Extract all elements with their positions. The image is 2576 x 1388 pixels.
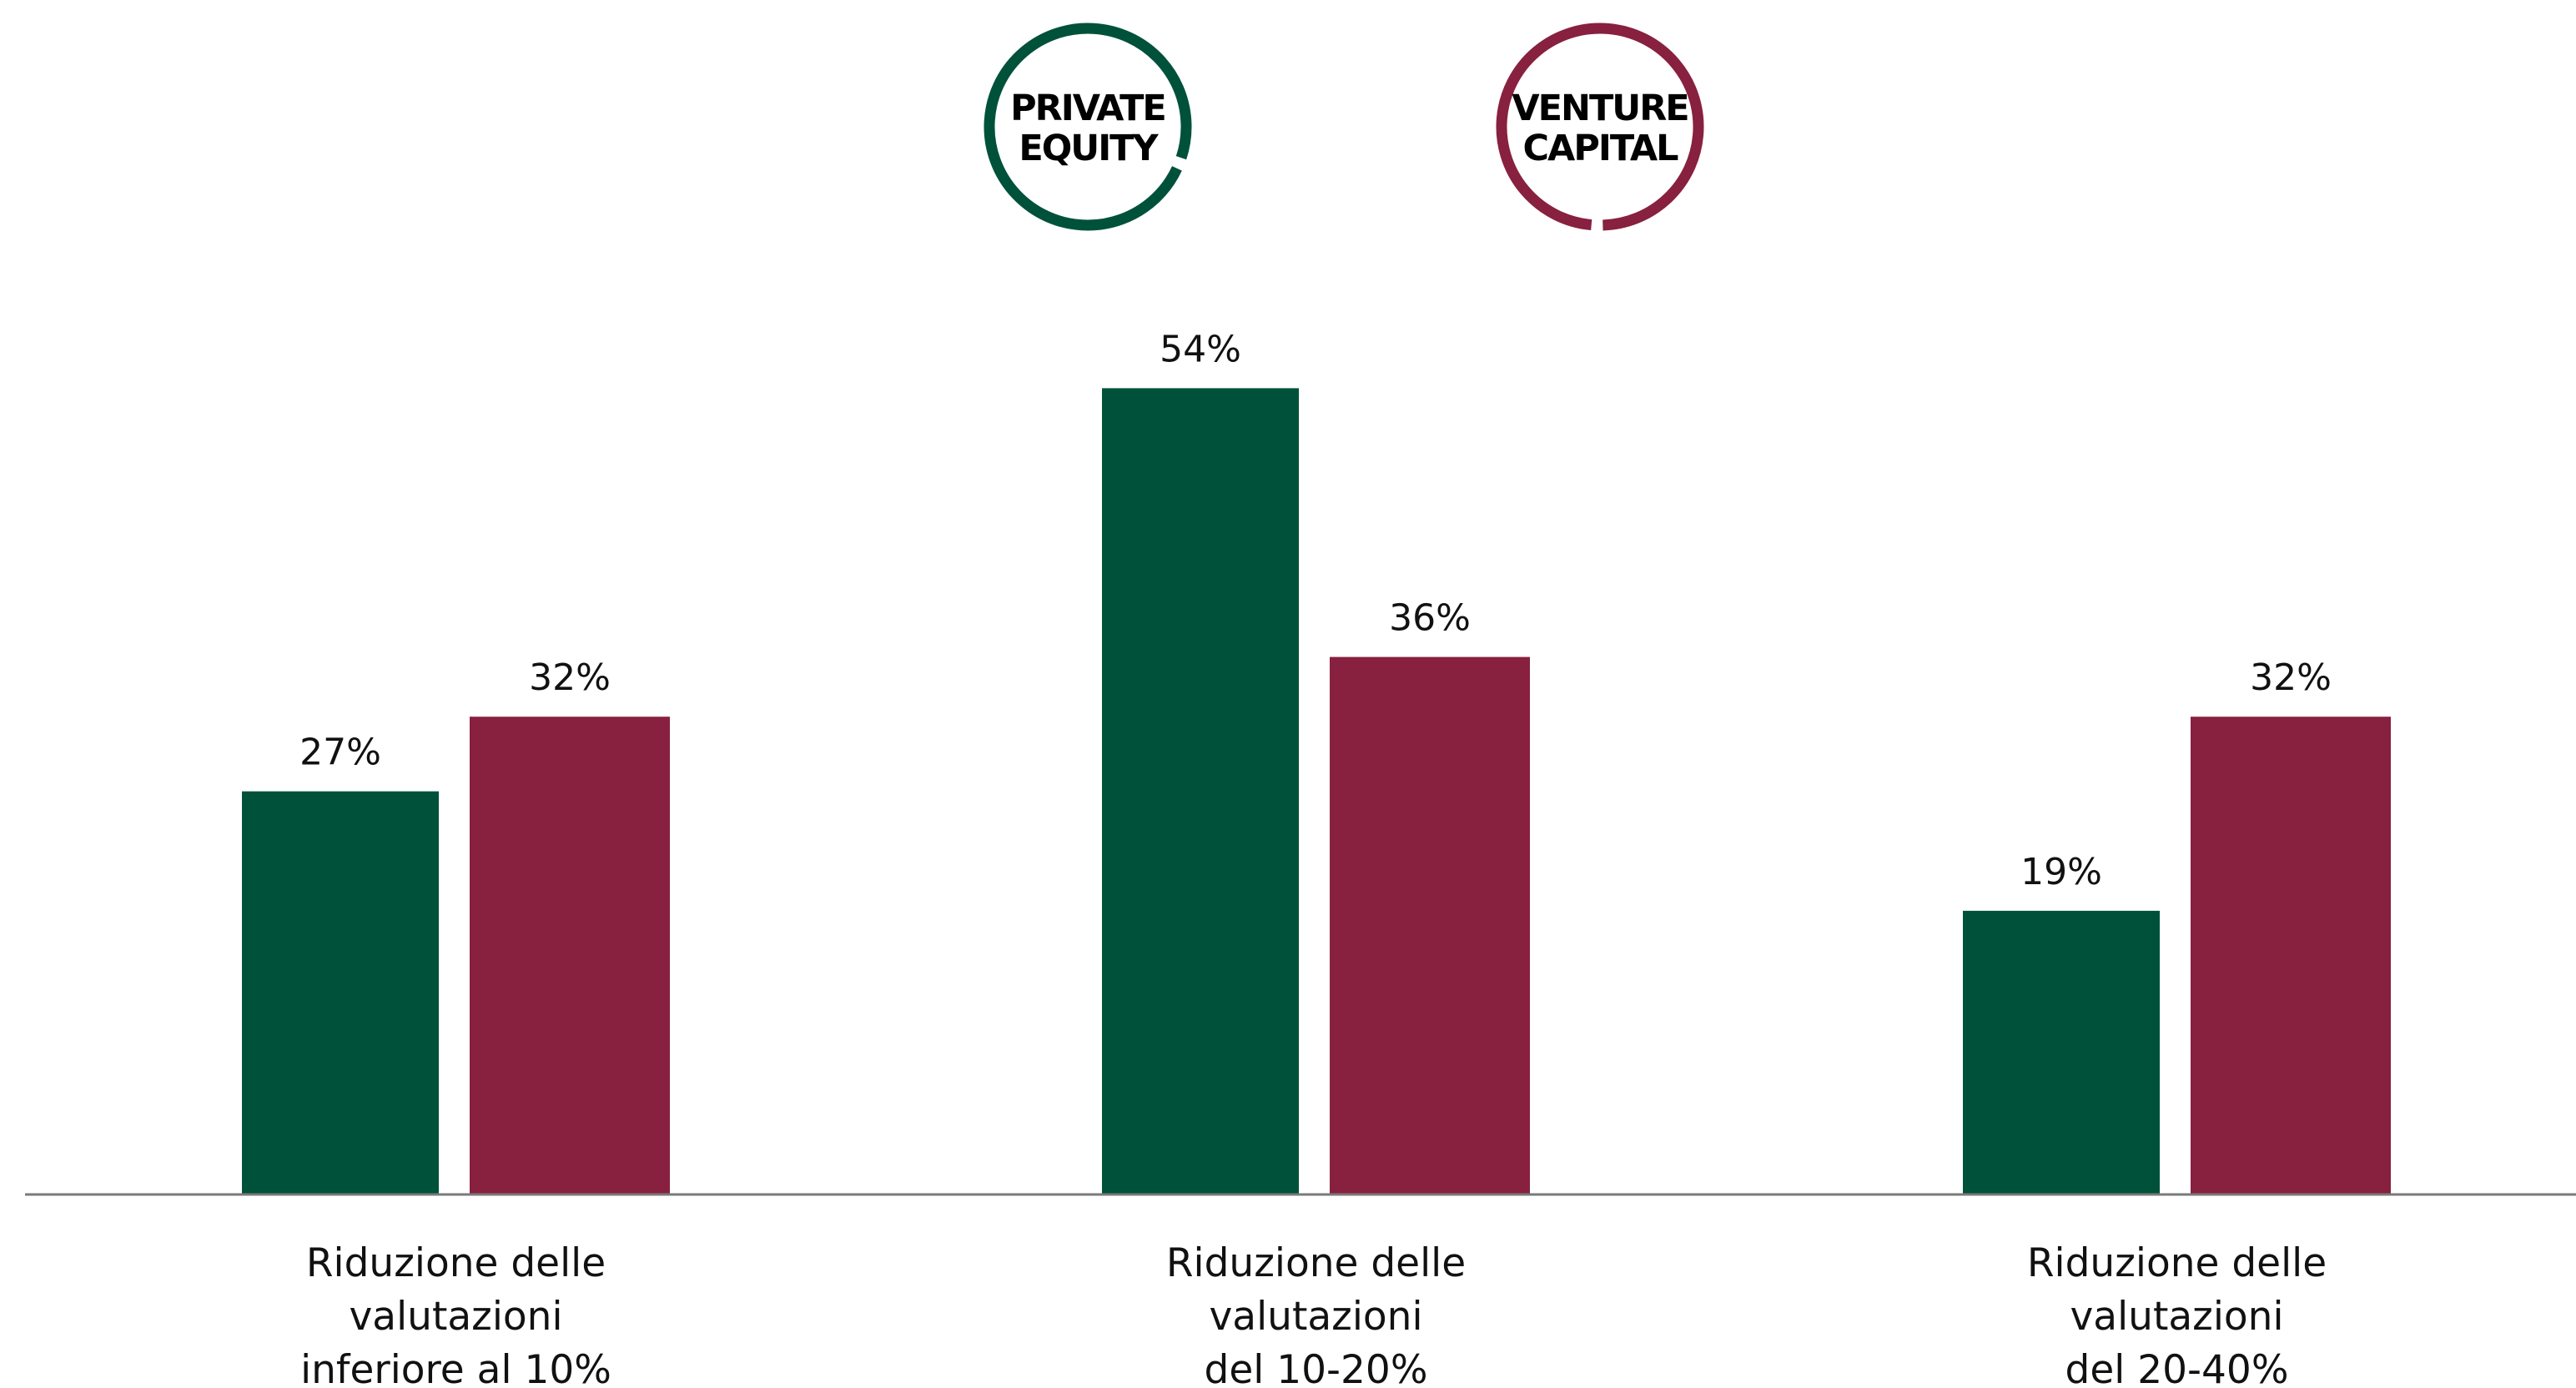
category-label-1-line-1: Riduzione delle — [306, 1240, 606, 1286]
data-label-series2-cat3: 32% — [2250, 656, 2332, 699]
bar-series2-cat2 — [1330, 656, 1530, 1194]
legend-ring-series2 — [1496, 23, 1704, 231]
legend-label-series1-line-2: EQUITY — [1019, 128, 1159, 169]
category-label-2-line-2: valutazioni — [1209, 1294, 1422, 1340]
value-labels-group: 27% 54% 19% 32% 36% 32% — [299, 328, 2332, 893]
bar-series1-cat1 — [242, 791, 439, 1194]
data-label-series2-cat1: 32% — [529, 656, 611, 699]
bars-group — [242, 388, 2391, 1194]
bar-series1-cat3 — [1963, 910, 2160, 1194]
legend-label-series2-line-1: VENTURE — [1512, 88, 1688, 129]
data-label-series1-cat1: 27% — [299, 732, 381, 774]
category-label-1: Riduzione delle valutazioni inferiore al 1… — [300, 1240, 611, 1388]
legend-ring-series1 — [984, 23, 1192, 231]
category-label-2: Riduzione delle valutazioni del 10-20% — [1166, 1240, 1466, 1388]
data-label-series1-cat2: 54% — [1160, 328, 1241, 370]
category-label-3-line-1: Riduzione delle — [2027, 1240, 2327, 1286]
category-label-2-line-3: del 10-20% — [1205, 1347, 1428, 1388]
data-label-series2-cat2: 36% — [1389, 597, 1471, 640]
bar-series2-cat1 — [470, 717, 670, 1194]
category-label-2-line-1: Riduzione delle — [1166, 1240, 1466, 1286]
legend-label-series2-line-2: CAPITAL — [1522, 128, 1678, 169]
category-label-3: Riduzione delle valutazioni del 20-40% — [2027, 1240, 2327, 1388]
bar-series2-cat3 — [2191, 717, 2391, 1194]
bar-series1-cat2 — [1102, 388, 1299, 1194]
legend-label-series1-line-1: PRIVATE — [1010, 88, 1165, 129]
category-label-3-line-3: del 20-40% — [2065, 1347, 2289, 1388]
category-label-1-line-2: valutazioni — [349, 1294, 562, 1340]
data-label-series1-cat3: 19% — [2020, 851, 2102, 893]
category-labels-group: Riduzione delle valutazioni inferiore al 1… — [300, 1240, 2327, 1388]
category-label-1-line-3: inferiore al 10% — [300, 1347, 611, 1388]
category-label-3-line-2: valutazioni — [2070, 1294, 2283, 1340]
